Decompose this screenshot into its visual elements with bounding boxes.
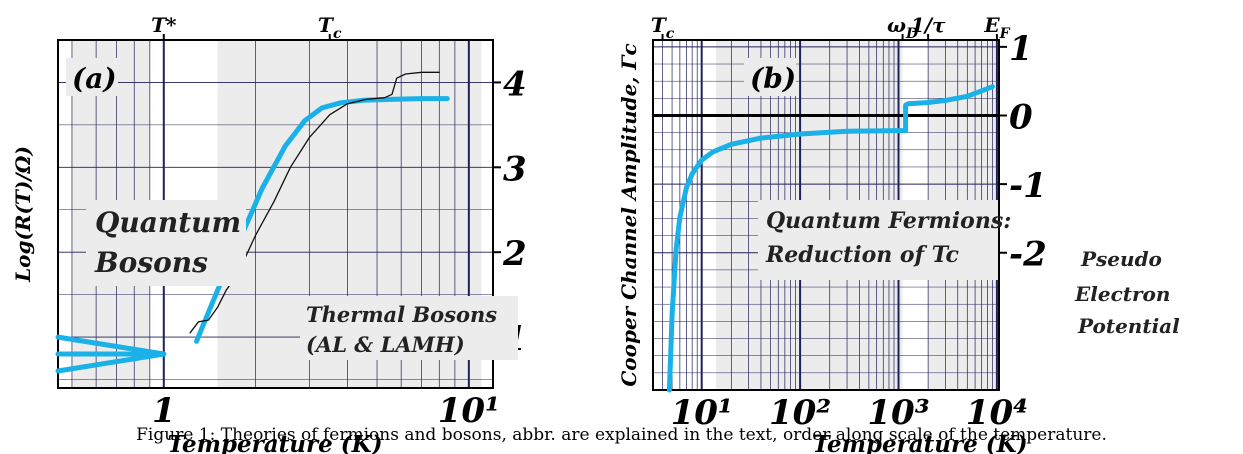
x-axis-label: Temperature (K): [812, 431, 1027, 454]
x-tick-label: 10²: [769, 393, 831, 433]
x-tick-label: 1: [152, 391, 176, 431]
series-fan-line-1: [55, 334, 167, 357]
region-label-quantum-bosons-2: Bosons: [94, 246, 208, 279]
y-tick-label: 1: [1009, 29, 1033, 69]
top-marker-label: T*: [151, 13, 177, 37]
y-tick-label: 2: [502, 234, 527, 274]
y-tick-label: -2: [1009, 235, 1047, 275]
tick-labels: 1234110¹: [152, 64, 527, 431]
y-axis-label: Cooper Channel Amplitude, Γc: [617, 43, 641, 386]
region-label-quantum-fermions-1: Quantum Fermions:: [766, 208, 1011, 234]
region-label-bg: [86, 200, 246, 286]
series-gamma: [666, 128, 909, 393]
panel-label: (a): [72, 62, 117, 95]
panel-label: (b): [750, 62, 796, 95]
region-label-pseudo: Pseudo: [1080, 247, 1162, 271]
series-gamma: [903, 84, 995, 108]
region-label-thermal-bosons-2: (AL & LAMH): [306, 332, 465, 357]
region-label-electron: Electron: [1074, 282, 1170, 306]
x-tick-label: 10³: [867, 393, 929, 433]
panel-label-bg: [744, 58, 796, 96]
x-axis-label: Temperature (K): [167, 431, 382, 454]
series-fan-line-3: [55, 351, 167, 374]
y-tick-label: 4: [503, 64, 527, 104]
region-label-quantum-bosons-1: Quantum: [95, 206, 241, 239]
y-axis-label: Log(R(T)/Ω): [11, 146, 35, 283]
region-label-potential: Potential: [1077, 314, 1180, 338]
top-markers: T* Tc: [151, 13, 342, 42]
plot-frame: [652, 39, 1000, 391]
x-tick-label: 10¹: [438, 391, 500, 431]
region-label-bg: [758, 200, 998, 280]
x-tick-label: 10¹: [671, 393, 733, 433]
panel-label-bg: [66, 58, 118, 96]
tick-labels: 1 0 -1 -2 10¹ 10² 10³ 10⁴: [671, 29, 1047, 433]
top-markers: Tc ωD1/τ EF: [651, 13, 1011, 42]
top-marker-label: 1/τ: [911, 13, 946, 37]
y-tick-label: 3: [503, 149, 527, 189]
y-tick-label: -1: [1009, 166, 1047, 206]
y-tick-label: 0: [1009, 97, 1033, 137]
region-label-quantum-fermions-2: Reduction of Tc: [765, 242, 960, 268]
series-data: [189, 71, 440, 334]
panel-b: Tc ωD1/τ EF 1 0 -1 -2 10¹ 10² 10³ 10⁴ (b) Quantum…: [617, 13, 1180, 454]
series-group: [666, 84, 995, 393]
figure-caption: Figure 1: Theories of fermions and boson…: [136, 425, 1107, 445]
x-tick-label: 10⁴: [966, 393, 1028, 433]
region-label-bg: [300, 296, 518, 360]
plot-frame: [57, 39, 494, 389]
region-label-thermal-bosons-1: Thermal Bosons: [306, 302, 497, 327]
panel-a: T*Tc 1234110¹ (a) Quantum Bosons Thermal…: [11, 13, 527, 454]
